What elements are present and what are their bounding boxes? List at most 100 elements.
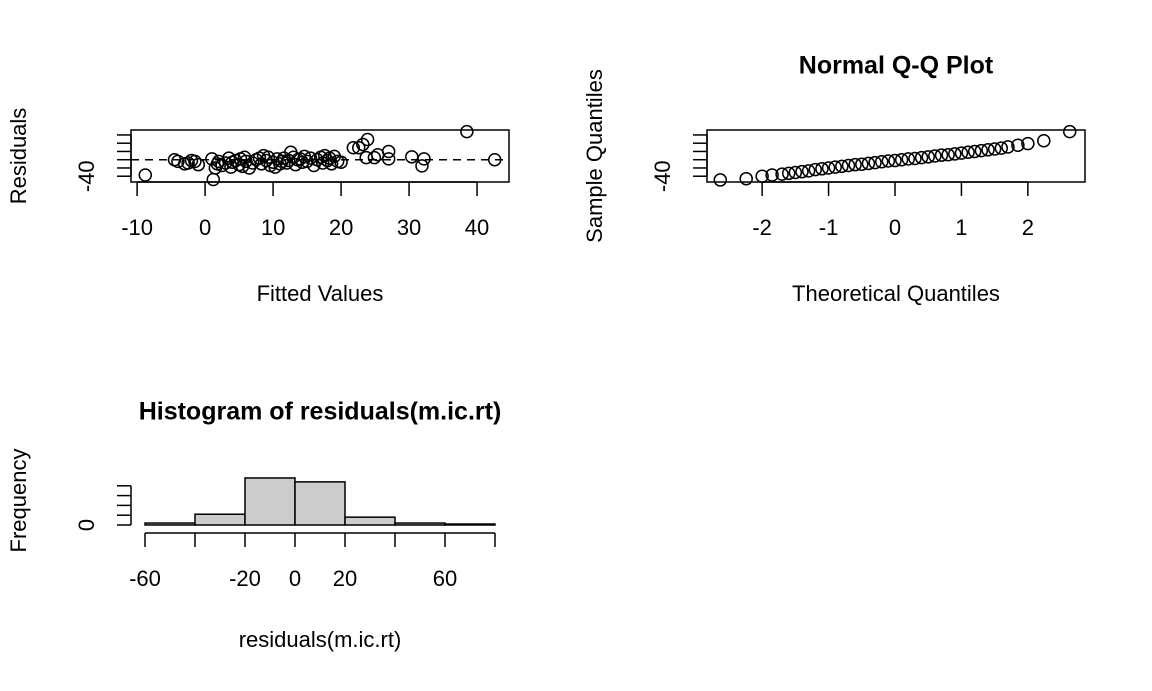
point <box>239 154 253 169</box>
x-tick-label: 20 <box>329 215 353 240</box>
point <box>888 153 902 168</box>
y-tick-label: -40 <box>650 160 675 192</box>
point <box>835 159 849 174</box>
point <box>967 144 982 159</box>
point <box>908 151 922 166</box>
point <box>261 150 276 164</box>
y-tick-label: 0 <box>74 519 99 531</box>
point <box>781 166 796 181</box>
point <box>934 148 949 162</box>
x-tick-label: 0 <box>199 215 211 240</box>
point <box>1011 138 1025 153</box>
point <box>941 148 955 162</box>
point <box>855 157 869 172</box>
point <box>928 149 942 163</box>
x-tick-label: -60 <box>129 566 161 591</box>
point <box>487 152 502 167</box>
x-tick-label: 1 <box>955 215 967 240</box>
point <box>334 155 348 169</box>
point <box>360 132 375 147</box>
bar <box>194 513 246 526</box>
point <box>821 161 836 175</box>
point <box>417 152 431 166</box>
point <box>801 164 816 178</box>
x-tick-label: 10 <box>261 215 285 240</box>
point <box>954 146 969 160</box>
x-tick-label: -20 <box>229 566 261 591</box>
point <box>894 152 909 167</box>
x-tick-label: -1 <box>819 215 839 240</box>
point <box>981 143 995 157</box>
point <box>245 156 260 170</box>
y-axis-label: Residuals <box>6 108 31 205</box>
point <box>1021 136 1035 151</box>
point <box>181 156 195 170</box>
y-axis-label: Sample Quantiles <box>582 69 607 243</box>
point <box>346 140 361 155</box>
x-axis-label: Theoretical Quantiles <box>792 281 1000 306</box>
y-axis-label: Frequency <box>6 449 31 553</box>
point <box>901 152 916 166</box>
bar <box>244 477 296 526</box>
point <box>914 150 929 165</box>
x-tick-label: -2 <box>752 215 772 240</box>
point <box>1062 124 1077 139</box>
point <box>987 142 1002 156</box>
x-tick-label: 0 <box>889 215 901 240</box>
point <box>713 173 728 187</box>
x-tick-label: 0 <box>289 566 301 591</box>
chart-title: Normal Q-Q Plot <box>799 52 994 80</box>
point <box>188 154 202 169</box>
point <box>460 124 474 139</box>
point <box>352 140 366 155</box>
bar <box>294 481 346 526</box>
x-tick-label: 30 <box>397 215 421 240</box>
point <box>367 150 382 165</box>
chart-title: Histogram of residuals(m.ic.rt) <box>139 398 502 426</box>
point <box>874 155 889 169</box>
point <box>775 167 789 181</box>
point <box>300 154 314 169</box>
point <box>841 158 856 173</box>
point <box>356 137 370 152</box>
point <box>138 168 153 182</box>
point <box>861 156 876 171</box>
bar <box>144 522 196 526</box>
point <box>815 162 829 176</box>
x-tick-label: 2 <box>1022 215 1034 240</box>
point <box>1037 133 1051 148</box>
point <box>808 162 823 177</box>
x-tick-label: -10 <box>121 215 153 240</box>
bar <box>394 522 446 526</box>
point <box>324 157 339 171</box>
x-tick-label: 40 <box>465 215 489 240</box>
x-tick-label: 60 <box>433 566 457 591</box>
point <box>788 165 803 180</box>
point <box>1001 140 1015 154</box>
bar <box>344 516 396 526</box>
point <box>994 141 1009 155</box>
point <box>739 171 753 186</box>
point <box>415 159 429 173</box>
point <box>381 152 396 166</box>
x-axis-label: residuals(m.ic.rt) <box>239 627 402 652</box>
point <box>974 143 989 158</box>
point <box>755 169 769 183</box>
x-tick-label: 20 <box>333 566 357 591</box>
x-axis-label: Fitted Values <box>257 281 384 306</box>
point <box>828 160 842 174</box>
point <box>848 157 862 172</box>
point <box>921 150 935 164</box>
point <box>868 155 882 170</box>
point <box>303 151 318 165</box>
point <box>765 168 779 182</box>
point <box>948 147 962 161</box>
point <box>795 164 809 179</box>
y-tick-label: -40 <box>74 160 99 192</box>
point <box>961 145 975 160</box>
point <box>320 153 335 168</box>
point <box>171 154 185 169</box>
point <box>381 144 396 159</box>
